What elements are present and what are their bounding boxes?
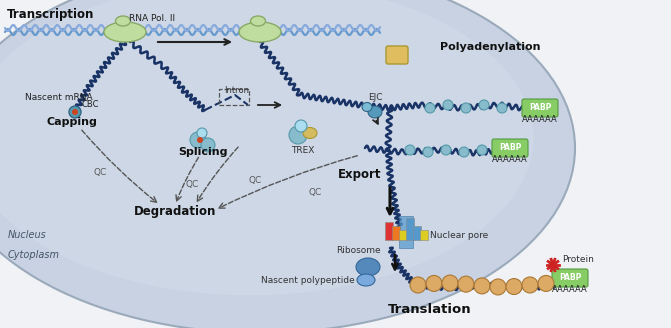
Ellipse shape — [250, 16, 266, 26]
Bar — [406, 218, 414, 240]
Ellipse shape — [0, 0, 533, 295]
Text: Transcription: Transcription — [7, 8, 95, 21]
Ellipse shape — [239, 22, 281, 42]
Circle shape — [289, 126, 307, 144]
Bar — [399, 230, 407, 240]
Circle shape — [190, 132, 206, 148]
Circle shape — [410, 277, 426, 293]
Bar — [413, 226, 421, 240]
Text: Nucleus: Nucleus — [8, 230, 47, 240]
Text: AAAAAA: AAAAAA — [552, 284, 588, 294]
Circle shape — [423, 147, 433, 157]
Text: TREX: TREX — [291, 146, 315, 155]
Text: Nuclear pore: Nuclear pore — [430, 231, 488, 240]
Text: Cytoplasm: Cytoplasm — [8, 250, 60, 260]
Text: AAAAAA: AAAAAA — [522, 114, 558, 124]
Ellipse shape — [0, 0, 575, 328]
Text: CBC: CBC — [82, 100, 99, 109]
Text: RNA Pol. II: RNA Pol. II — [129, 14, 175, 23]
Ellipse shape — [368, 106, 382, 118]
Ellipse shape — [104, 22, 146, 42]
Text: QC: QC — [309, 189, 321, 197]
FancyBboxPatch shape — [552, 269, 588, 287]
Text: QC: QC — [93, 168, 107, 176]
Circle shape — [425, 103, 435, 113]
Circle shape — [497, 103, 507, 113]
Bar — [420, 230, 428, 240]
Bar — [399, 216, 413, 248]
Circle shape — [479, 100, 489, 110]
Text: Protein: Protein — [562, 255, 594, 264]
Circle shape — [441, 145, 451, 155]
Circle shape — [443, 100, 453, 110]
Circle shape — [197, 128, 207, 138]
Text: Export: Export — [338, 168, 382, 181]
Bar — [385, 222, 393, 240]
Circle shape — [490, 279, 506, 295]
Text: Translation: Translation — [389, 303, 472, 316]
Text: AAAAAA: AAAAAA — [492, 154, 528, 163]
Text: Nascent polypeptide: Nascent polypeptide — [261, 276, 355, 285]
Circle shape — [201, 138, 215, 152]
Ellipse shape — [357, 274, 375, 286]
Circle shape — [295, 120, 307, 132]
Circle shape — [69, 106, 81, 118]
Circle shape — [538, 276, 554, 291]
Circle shape — [459, 147, 469, 157]
Text: Degradation: Degradation — [134, 205, 216, 218]
Text: Ribosome: Ribosome — [336, 246, 380, 255]
Ellipse shape — [362, 102, 372, 112]
Text: PABP: PABP — [499, 142, 521, 152]
Text: QC: QC — [185, 180, 199, 190]
Ellipse shape — [115, 16, 130, 26]
Circle shape — [477, 145, 487, 155]
Ellipse shape — [303, 128, 317, 138]
FancyBboxPatch shape — [386, 46, 408, 64]
Circle shape — [405, 145, 415, 155]
FancyBboxPatch shape — [492, 139, 528, 157]
Text: Capping: Capping — [46, 117, 97, 127]
Circle shape — [474, 278, 490, 294]
Circle shape — [442, 275, 458, 291]
Text: PABP: PABP — [559, 273, 581, 281]
Text: QC: QC — [248, 175, 262, 184]
Circle shape — [506, 278, 522, 295]
Bar — [392, 226, 400, 240]
Text: Splicing: Splicing — [178, 147, 227, 157]
Text: Intron: Intron — [225, 86, 250, 95]
Text: Nascent mRNA: Nascent mRNA — [25, 93, 93, 102]
Circle shape — [458, 276, 474, 292]
Text: EJC: EJC — [368, 93, 382, 102]
Circle shape — [197, 137, 203, 143]
Text: Polyadenylation: Polyadenylation — [440, 42, 540, 52]
Ellipse shape — [356, 258, 380, 276]
Circle shape — [72, 109, 78, 115]
FancyBboxPatch shape — [522, 99, 558, 117]
Circle shape — [522, 277, 538, 293]
Circle shape — [461, 103, 471, 113]
Circle shape — [426, 276, 442, 292]
Text: PABP: PABP — [529, 102, 551, 112]
